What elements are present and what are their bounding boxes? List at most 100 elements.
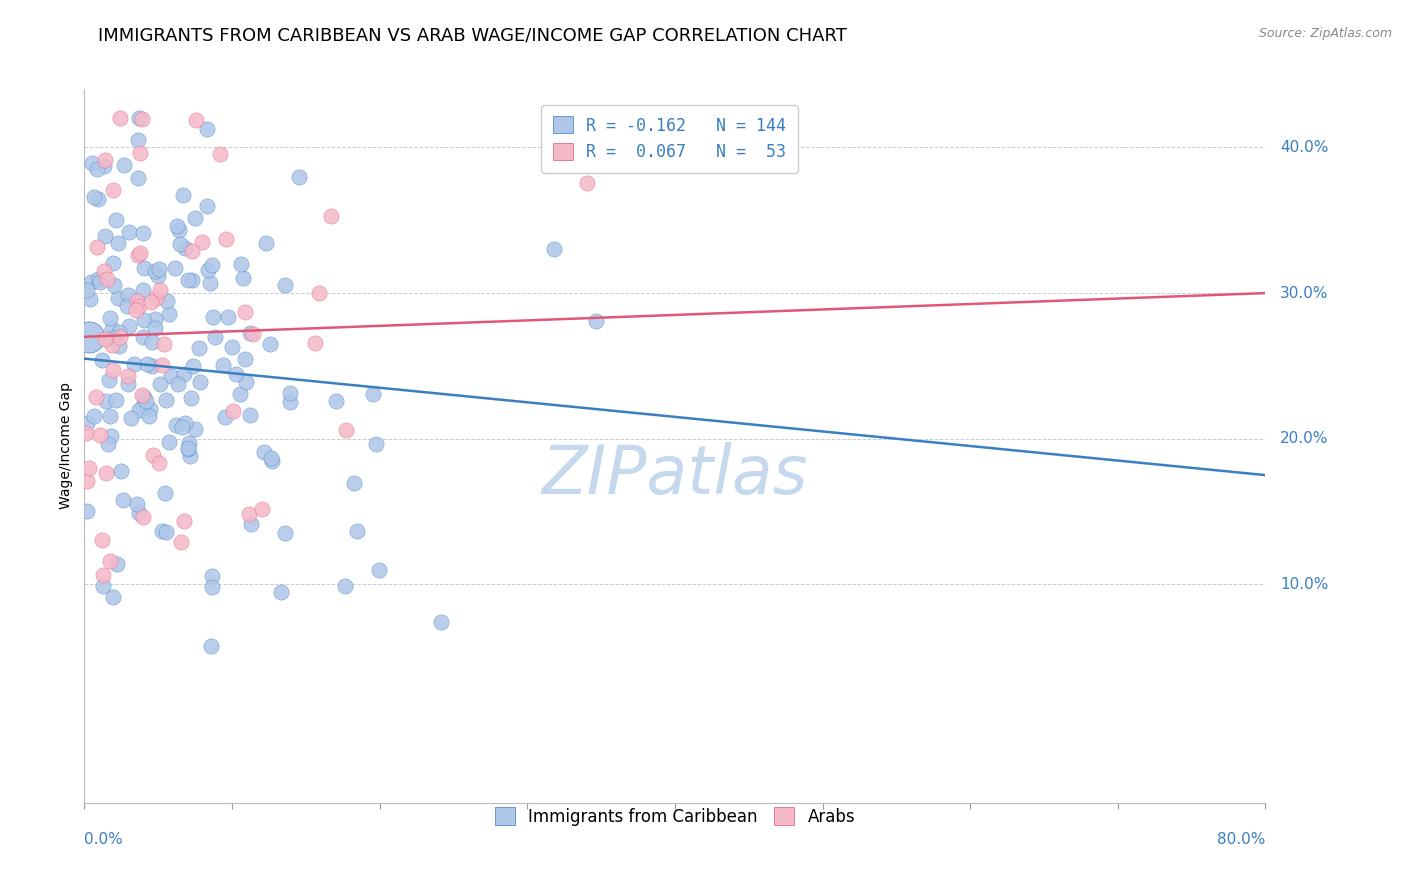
Point (83, 409, 105, 423)
Point (129, 245, 152, 260)
Point (157, 307, 180, 321)
Text: 10.0%: 10.0% (1281, 577, 1329, 592)
Point (180, 391, 202, 405)
Point (166, 219, 188, 234)
Point (239, 408, 262, 422)
Point (242, 326, 264, 341)
Point (222, 404, 245, 418)
Point (87, 272, 110, 286)
Point (274, 525, 297, 540)
Point (141, 334, 163, 349)
Point (91, 578, 114, 592)
Point (150, 524, 173, 538)
Point (576, 176, 599, 190)
Point (91, 568, 114, 582)
Point (100, 428, 122, 442)
Point (325, 394, 347, 409)
Point (80, 276, 103, 290)
Point (96, 437, 118, 451)
Point (117, 369, 139, 384)
Point (260, 450, 283, 465)
Text: 0.0%: 0.0% (84, 832, 124, 847)
Point (238, 326, 260, 341)
Point (94, 393, 117, 408)
Point (132, 284, 155, 298)
Point (98, 554, 121, 568)
Point (131, 226, 153, 240)
Point (101, 590, 124, 604)
Point (110, 464, 132, 478)
Point (208, 147, 231, 161)
Point (190, 375, 212, 389)
Text: 80.0%: 80.0% (1218, 832, 1265, 847)
Point (118, 318, 141, 333)
Point (134, 312, 156, 326)
Point (143, 264, 166, 278)
Point (127, 497, 149, 511)
Point (183, 211, 205, 225)
Point (77, 330, 100, 344)
Point (117, 288, 139, 302)
Point (107, 291, 129, 305)
Point (364, 437, 387, 451)
Point (96, 272, 118, 286)
Point (108, 325, 131, 339)
Point (155, 525, 177, 540)
Point (94, 332, 117, 346)
Point (101, 363, 124, 377)
Point (221, 341, 243, 355)
Point (156, 293, 179, 308)
Point (131, 509, 153, 524)
Point (177, 442, 200, 456)
Point (128, 402, 150, 417)
Point (108, 339, 131, 353)
Point (231, 257, 253, 271)
Point (112, 493, 135, 508)
Text: ZIPatlas: ZIPatlas (541, 442, 808, 508)
Text: 40.0%: 40.0% (1281, 140, 1329, 155)
Point (80, 156, 103, 170)
Point (179, 449, 201, 463)
Point (180, 273, 202, 287)
Point (122, 357, 145, 371)
Point (89, 275, 111, 289)
Point (201, 310, 224, 324)
Point (163, 260, 186, 275)
Point (200, 639, 222, 653)
Point (335, 423, 357, 437)
Point (138, 409, 160, 424)
Point (195, 199, 218, 213)
Text: 20.0%: 20.0% (1281, 431, 1329, 446)
Point (188, 341, 211, 355)
Point (170, 420, 193, 434)
Point (127, 133, 149, 147)
Point (429, 615, 451, 629)
Point (120, 411, 142, 425)
Point (129, 146, 152, 161)
Point (165, 418, 187, 433)
Point (148, 456, 170, 470)
Point (181, 359, 204, 374)
Point (215, 231, 238, 245)
Point (143, 321, 166, 335)
Point (198, 276, 221, 290)
Point (139, 401, 162, 416)
Point (132, 399, 155, 413)
Point (90, 533, 112, 547)
Point (103, 255, 125, 269)
Point (101, 331, 124, 345)
Point (232, 270, 254, 285)
Point (110, 112, 132, 126)
Point (225, 368, 247, 382)
Point (238, 507, 260, 521)
Point (145, 291, 167, 305)
Point (585, 313, 607, 327)
Point (139, 294, 162, 309)
Point (155, 392, 177, 407)
Point (93, 160, 115, 174)
Point (195, 121, 218, 136)
Point (141, 359, 163, 373)
Point (184, 113, 207, 128)
Point (117, 225, 139, 239)
Point (191, 235, 214, 249)
